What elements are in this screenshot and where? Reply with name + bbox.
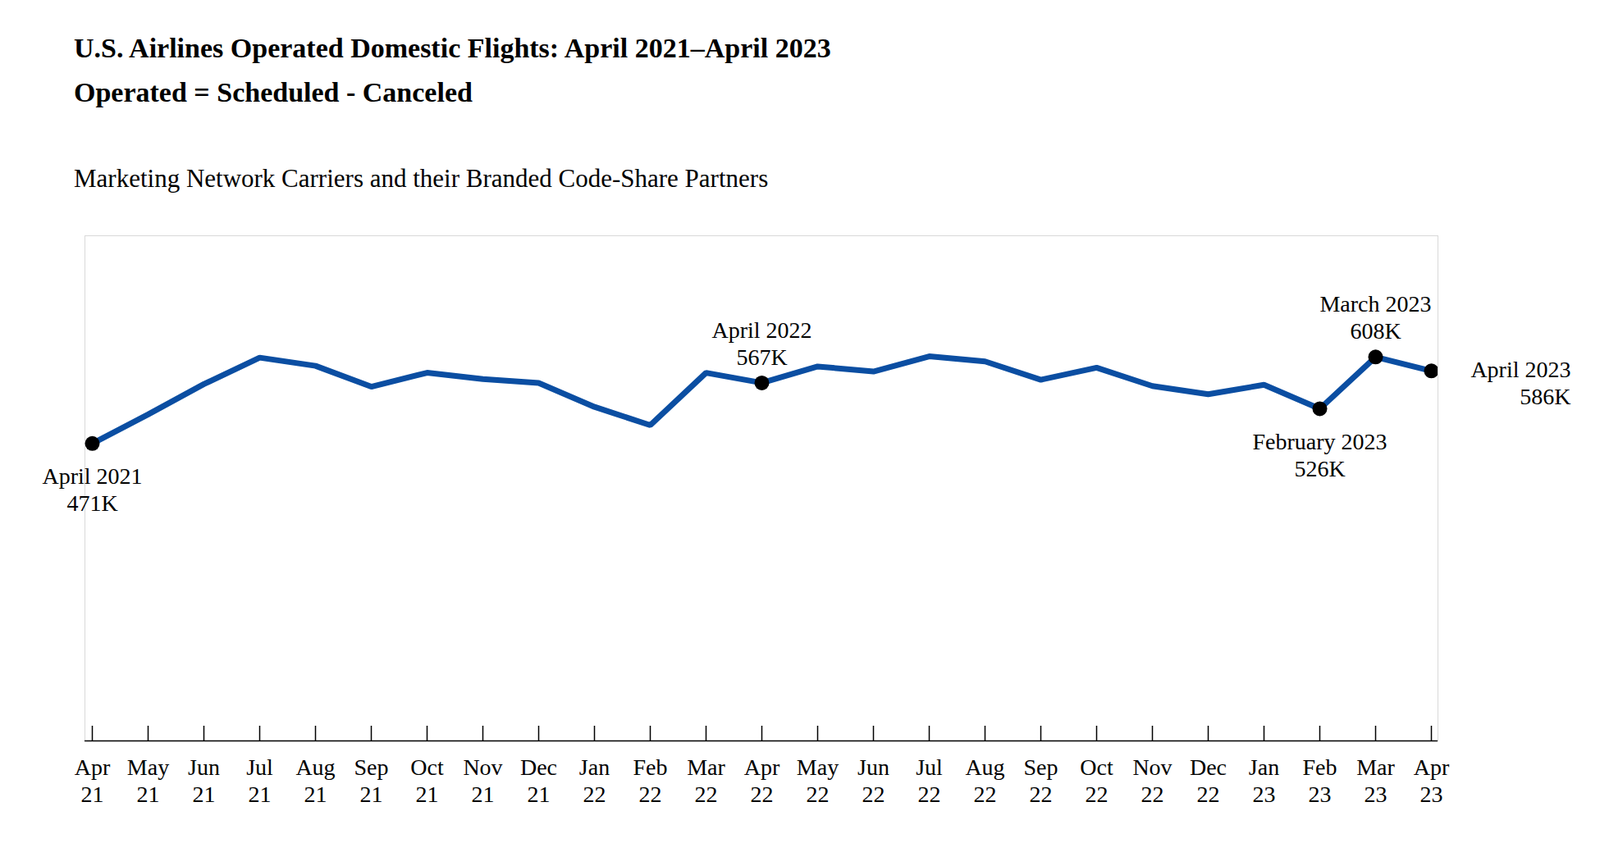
svg-text:Jul21: Jul21 [246, 754, 274, 808]
svg-text:Sep21: Sep21 [354, 754, 389, 808]
svg-text:February 2023526K: February 2023526K [1252, 429, 1387, 482]
svg-text:Dec22: Dec22 [1189, 754, 1227, 808]
svg-text:Nov22: Nov22 [1132, 754, 1172, 808]
svg-text:Aug21: Aug21 [295, 754, 335, 808]
svg-text:Feb23: Feb23 [1302, 754, 1338, 808]
svg-text:Apr22: Apr22 [744, 754, 781, 808]
svg-text:Sep22: Sep22 [1024, 754, 1059, 808]
svg-text:April 2021471K: April 2021471K [41, 463, 142, 517]
svg-text:Jun22: Jun22 [857, 754, 890, 808]
html-text:U.S. Airlines Operated Domesti: U.S. Airlines Operated Domestic Flights:… [73, 32, 831, 64]
svg-text:Oct22: Oct22 [1079, 754, 1114, 808]
svg-text:April 2023586K: April 2023586K [1470, 356, 1571, 410]
svg-text:Dec21: Dec21 [520, 754, 558, 808]
html-text:Operated = Scheduled - Cancele: Operated = Scheduled - Canceled [73, 77, 473, 108]
svg-text:March 2023608K: March 2023608K [1319, 291, 1431, 344]
svg-text:May22: May22 [796, 754, 839, 808]
svg-text:Jul22: Jul22 [915, 754, 943, 808]
svg-text:Jan23: Jan23 [1248, 754, 1280, 808]
svg-text:Jun21: Jun21 [187, 754, 220, 808]
svg-text:April 2022567K: April 2022567K [711, 317, 812, 371]
svg-text:Apr21: Apr21 [74, 754, 111, 808]
svg-text:Apr23: Apr23 [1413, 754, 1450, 808]
svg-text:May21: May21 [127, 754, 170, 808]
html-text:Marketing Network Carriers and: Marketing Network Carriers and their Bra… [73, 164, 769, 193]
svg-text:Aug22: Aug22 [964, 754, 1005, 808]
svg-text:Jan22: Jan22 [579, 754, 610, 808]
svg-text:Nov21: Nov21 [462, 754, 503, 808]
svg-text:Mar23: Mar23 [1356, 754, 1395, 808]
svg-text:Oct21: Oct21 [410, 754, 444, 808]
svg-text:Feb22: Feb22 [633, 754, 668, 808]
svg-text:Mar22: Mar22 [686, 754, 726, 808]
